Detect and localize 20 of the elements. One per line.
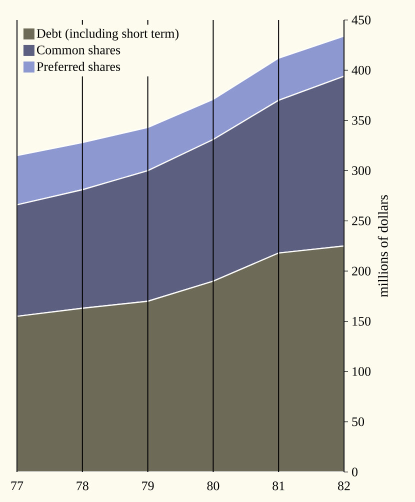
y-tick-label: 200	[352, 266, 371, 276]
y-tick-label: 450	[352, 16, 371, 24]
y-tick-label: 250	[352, 216, 371, 226]
y-axis-title: millions of dollars	[378, 195, 388, 298]
x-tick-label: 81	[272, 482, 284, 490]
legend-label: Debt (including short term)	[36, 28, 179, 41]
x-tick-label: 79	[142, 482, 154, 490]
x-tick-label: 82	[338, 482, 350, 490]
y-tick-label: 0	[352, 468, 358, 476]
legend-label: Common shares	[36, 45, 120, 54]
y-tick-label: 300	[352, 166, 371, 176]
y-tick-label: 400	[352, 66, 371, 75]
y-tick-label: 50	[352, 417, 364, 426]
legend-label: Preferred shares	[36, 62, 120, 71]
y-tick-label: 100	[352, 367, 371, 376]
x-tick-label: 78	[76, 482, 88, 490]
y-tick-label: 350	[352, 116, 371, 125]
x-tick-label: 80	[207, 482, 220, 490]
x-tick-label: 77	[11, 482, 24, 490]
y-tick-label: 150	[352, 316, 371, 326]
